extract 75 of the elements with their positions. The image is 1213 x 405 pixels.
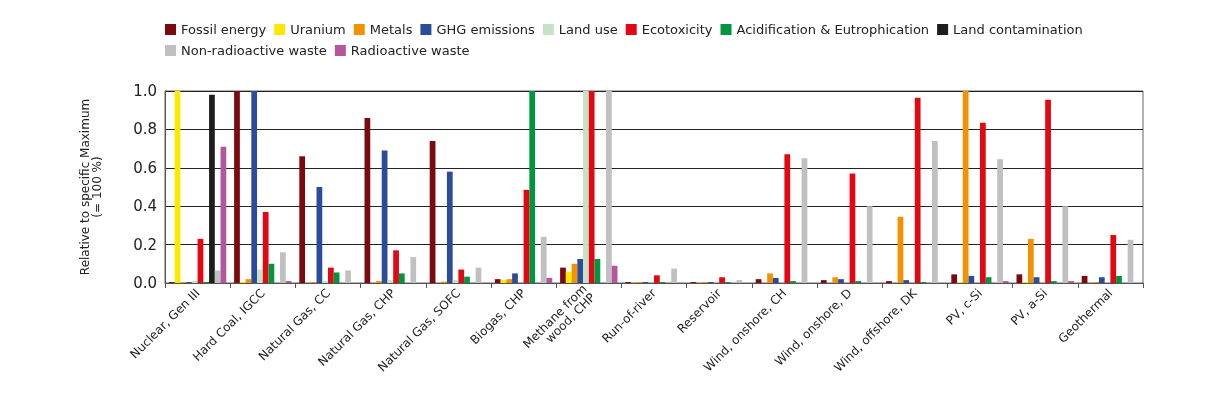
bar: [398, 273, 405, 283]
bar: [410, 257, 417, 283]
bar: [997, 159, 1003, 283]
bar: [932, 140, 938, 283]
bar: [755, 279, 762, 283]
bar: [577, 259, 584, 283]
bar: [588, 91, 595, 283]
legend-label: Radioactive waste: [350, 43, 470, 58]
y-tick-label: 0.6: [133, 158, 157, 177]
bar: [464, 276, 470, 283]
bar: [393, 250, 399, 283]
legend-label: Land contamination: [953, 22, 1083, 37]
bar: [1098, 277, 1105, 283]
bar: [1016, 274, 1023, 283]
legend-label: Land use: [558, 22, 618, 37]
bar: [257, 269, 263, 283]
bar: [914, 97, 921, 283]
bar: [951, 274, 958, 283]
bar: [719, 277, 725, 283]
bar: [565, 271, 572, 283]
legend-label: GHG emissions: [436, 22, 536, 37]
y-axis-title: Relative to specific Maximum (= 100 %): [78, 98, 104, 276]
bar: [1033, 277, 1040, 283]
bar: [606, 91, 612, 283]
bar: [262, 211, 269, 283]
bar: [1062, 206, 1069, 283]
bar: [820, 280, 827, 283]
y-tick-label: 0.8: [133, 120, 157, 139]
bar: [980, 122, 986, 283]
bar: [962, 91, 969, 283]
bar: [903, 280, 910, 283]
bar: [529, 91, 536, 283]
bar: [767, 273, 773, 283]
bar: [234, 91, 240, 283]
legend-label: Fossil energy: [181, 22, 267, 37]
bar: [654, 275, 660, 283]
bar: [506, 279, 513, 283]
bar: [328, 267, 334, 283]
bar: [387, 280, 394, 283]
bar: [985, 277, 992, 283]
bar: [512, 273, 518, 283]
bar: [671, 268, 677, 283]
legend-label: Non-radioactive waste: [181, 43, 327, 58]
bar: [540, 236, 547, 283]
bar: [345, 270, 351, 283]
bar: [1110, 235, 1117, 283]
y-tick-label: 0.2: [133, 235, 157, 254]
bar: [838, 279, 844, 283]
bar: [772, 278, 779, 283]
bar: [446, 171, 453, 283]
legend-label: Acidification & Eutrophication: [736, 22, 930, 37]
bar: [583, 91, 589, 283]
bar: [1045, 99, 1051, 283]
bar: [280, 252, 286, 283]
y-tick-label: 0.0: [133, 274, 157, 292]
bar: [832, 277, 839, 283]
bar: [736, 280, 743, 283]
y-tick-label: 1.0: [133, 82, 157, 100]
bar: [1027, 238, 1034, 283]
legend-label: Ecotoxicity: [641, 22, 713, 37]
bar: [214, 270, 221, 283]
bar: [494, 279, 501, 283]
bar: [1116, 275, 1122, 283]
bar: [299, 156, 306, 283]
bar: [458, 269, 465, 283]
legend-label: Uranium: [290, 22, 346, 37]
bar: [245, 279, 252, 283]
bar: [560, 267, 566, 283]
bar: [866, 206, 873, 283]
bar: [333, 272, 340, 283]
x-tick-label: PV, c-Si: [943, 286, 985, 328]
legend-label: Metals: [369, 22, 413, 37]
bar: [251, 91, 258, 283]
bar: [784, 154, 791, 283]
y-tick-label: 0.4: [133, 197, 157, 216]
